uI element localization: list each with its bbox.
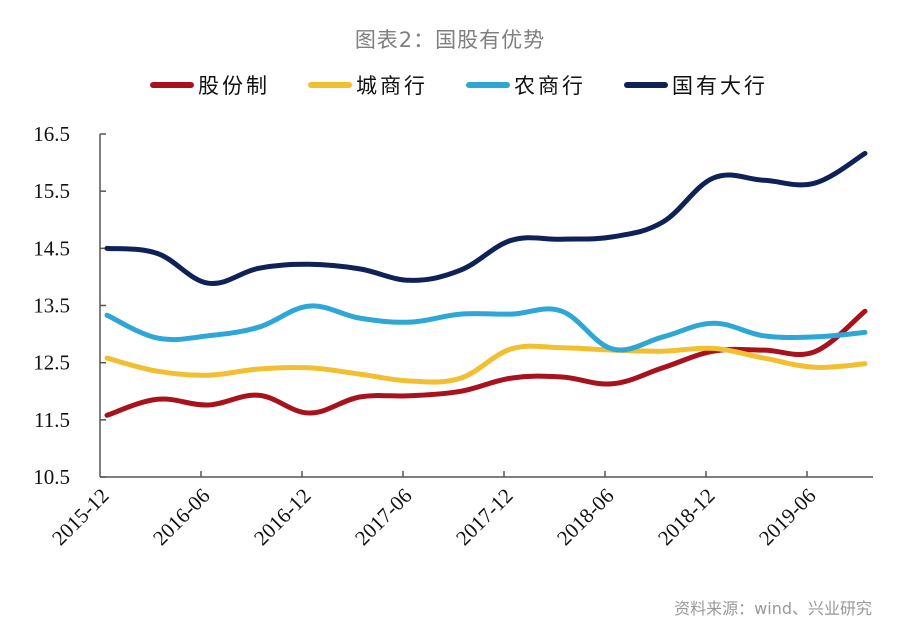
y-tick-label: 12.5: [33, 351, 70, 375]
legend: 股份制 城商行 农商行 国有大行: [150, 70, 806, 100]
y-axis-labels: 16.5 15.5 14.5 13.5 12.5 11.5 10.5: [33, 122, 70, 489]
x-tick-label: 2016-06: [148, 484, 214, 550]
x-tick-label: 2016-12: [249, 484, 315, 550]
legend-swatch-city-commercial: [308, 82, 352, 88]
legend-item-joint-stock: 股份制: [150, 70, 270, 100]
series-lines: [104, 150, 868, 418]
x-tick-label: 2018-12: [653, 484, 719, 550]
legend-label: 城商行: [356, 74, 428, 98]
y-tick-label: 10.5: [33, 465, 70, 489]
legend-swatch-rural-commercial: [466, 82, 510, 88]
series-line-joint-stock: [104, 308, 868, 418]
x-tick-label: 2018-06: [552, 484, 618, 550]
x-axis-labels: 2015-12 2016-06 2016-12 2017-06 2017-12 2018-…: [47, 484, 820, 550]
series-line-state-owned: [104, 150, 868, 286]
x-tick-label: 2017-12: [451, 484, 517, 550]
series-line-city-commercial: [104, 343, 868, 385]
series-line-rural-commercial: [104, 303, 868, 353]
axes: [99, 133, 873, 478]
y-tick-label: 16.5: [33, 122, 70, 146]
legend-item-state-owned: 国有大行: [624, 70, 768, 100]
chart-title: 图表2：国股有优势: [354, 28, 546, 52]
source-note: 资料来源：wind、兴业研究: [674, 599, 872, 618]
legend-label: 国有大行: [672, 74, 768, 98]
x-tick-label: 2015-12: [47, 484, 113, 550]
legend-label: 股份制: [198, 74, 270, 98]
y-tick-label: 15.5: [33, 179, 70, 203]
y-tick-label: 13.5: [33, 294, 70, 318]
y-tick-label: 11.5: [34, 408, 70, 432]
x-tick-label: 2017-06: [350, 484, 416, 550]
legend-item-rural-commercial: 农商行: [466, 70, 586, 100]
legend-item-city-commercial: 城商行: [308, 70, 428, 100]
legend-swatch-joint-stock: [150, 82, 194, 88]
legend-swatch-state-owned: [624, 82, 668, 88]
y-tick-label: 14.5: [33, 236, 70, 260]
x-tick-label: 2019-06: [754, 484, 820, 550]
legend-label: 农商行: [514, 74, 586, 98]
